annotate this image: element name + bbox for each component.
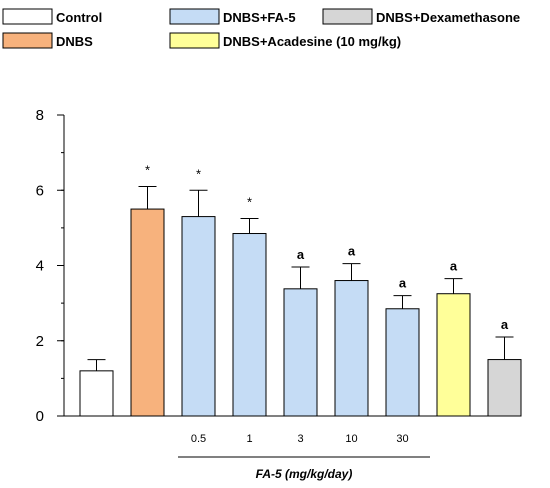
legend-label: DNBS+Acadesine (10 mg/kg): [223, 34, 401, 49]
x-tick-label: 30: [396, 433, 408, 445]
legend-swatch: [169, 32, 220, 49]
significance-mark-a: a: [297, 247, 305, 262]
bar: [283, 288, 318, 417]
bar: [130, 208, 165, 417]
significance-mark-asterisk: *: [247, 194, 252, 209]
x-tick-label: 3: [297, 433, 303, 445]
legend-label: Control: [56, 10, 102, 25]
significance-mark-a: a: [348, 244, 356, 259]
bar: [181, 216, 216, 417]
significance-mark-a: a: [450, 259, 458, 274]
legend-label: DNBS+FA-5: [223, 10, 296, 25]
significance-mark-asterisk: *: [145, 162, 150, 177]
bar: [232, 233, 267, 417]
legend-label: DNBS: [56, 34, 93, 49]
legend: Control DNBS+FA-5 DNBS+Dexamethasone DNBS DN…: [2, 8, 520, 49]
x-tick-label: 10: [345, 433, 357, 445]
bars-group: * * * a a a a a: [79, 162, 522, 417]
x-tick-label: 0.5: [191, 433, 206, 445]
legend-label: DNBS+Dexamethasone: [376, 10, 520, 25]
bar: [79, 370, 114, 417]
y-tick-label: 4: [36, 258, 44, 275]
legend-swatch: [169, 8, 220, 25]
legend-swatch: [322, 8, 373, 25]
bar: [487, 359, 522, 417]
y-tick-label: 6: [36, 182, 44, 199]
bar: [334, 280, 369, 417]
x-axis-title: FA-5 (mg/kg/day): [256, 467, 353, 481]
x-tick-label: 1: [246, 433, 252, 445]
x-axis-group: 0.5 1 3 10 30 FA-5 (mg/kg/day): [178, 433, 430, 481]
y-tick-label: 8: [36, 107, 44, 124]
bar: [436, 293, 471, 417]
bar: [385, 308, 420, 417]
significance-mark-asterisk: *: [196, 166, 201, 181]
y-tick-label: 0: [36, 408, 44, 425]
significance-mark-a: a: [399, 276, 407, 291]
y-tick-label: 2: [36, 333, 44, 350]
significance-mark-a: a: [501, 317, 509, 332]
legend-swatch: [2, 32, 53, 49]
legend-swatch: [2, 8, 53, 25]
